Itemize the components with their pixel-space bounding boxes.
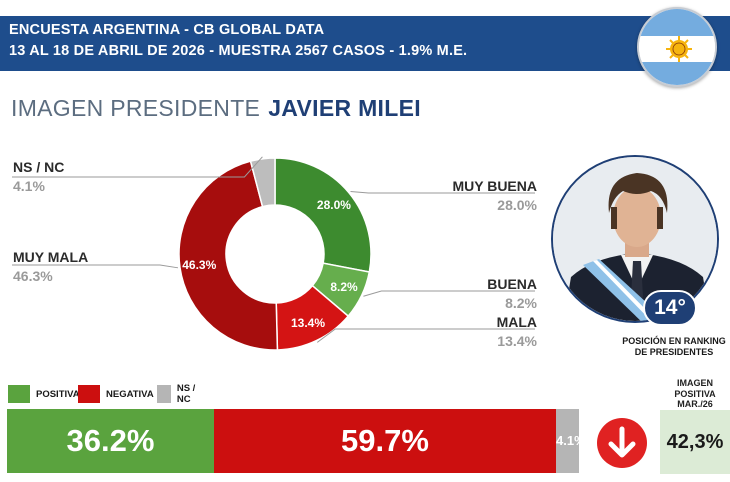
- down-arrow-icon: [597, 418, 647, 468]
- president-name: JAVIER MILEI: [268, 95, 421, 121]
- leader-line-muy-buena: [350, 191, 535, 194]
- previous-value: 42,3%: [660, 410, 730, 474]
- legend-label-ns-nc: NS / NC: [176, 383, 196, 405]
- category-value-ns-nc: 4.1%: [13, 178, 45, 194]
- legend-item-negativa: NEGATIVA: [78, 385, 154, 403]
- summary-bar-segment-negativa: 59.7%: [214, 409, 556, 473]
- previous-caption-line2: POSITIVA: [674, 388, 716, 399]
- ranking-caption-line1: POSICIÓN EN RANKING: [622, 336, 726, 346]
- legend-swatch-negativa: [78, 385, 100, 403]
- summary-bar-segment-positiva: 36.2%: [7, 409, 214, 473]
- summary-bar-label-positiva: 36.2%: [66, 423, 155, 458]
- header-subtitle: 13 AL 18 DE ABRIL DE 2026 - MUESTRA 2567…: [9, 43, 468, 59]
- donut-slice-muy-buena: [274, 157, 372, 273]
- category-label-muy-buena: MUY BUENA: [452, 178, 537, 194]
- previous-caption: IMAGEN POSITIVA MAR./26: [660, 378, 730, 410]
- summary-bar-label-negativa: 59.7%: [341, 423, 429, 458]
- legend-label-positiva: POSITIVA: [36, 388, 80, 400]
- legend-swatch-positiva: [8, 385, 30, 403]
- summary-bar-segment-ns-nc: 4.1%: [556, 409, 586, 473]
- leader-line-ns-nc: [12, 156, 263, 178]
- donut-value-label-muy-mala: 46.3%: [182, 258, 216, 272]
- donut-value-label-mala: 13.4%: [291, 316, 325, 330]
- header-title: ENCUESTA ARGENTINA - CB GLOBAL DATA: [9, 22, 325, 38]
- page-title: IMAGEN PRESIDENTE JAVIER MILEI: [11, 95, 421, 122]
- category-value-mala: 13.4%: [497, 333, 537, 349]
- donut-slice-ns-nc: [249, 157, 276, 208]
- category-value-muy-buena: 28.0%: [497, 197, 537, 213]
- previous-caption-line1: IMAGEN: [677, 378, 713, 388]
- legend-item-positiva: POSITIVA: [8, 385, 80, 403]
- header-band: ENCUESTA ARGENTINA - CB GLOBAL DATA 13 A…: [0, 16, 730, 71]
- category-label-ns-nc: NS / NC: [13, 159, 65, 175]
- ranking-caption-line2: DE PRESIDENTES: [634, 347, 714, 357]
- leader-line-mala: [316, 328, 535, 343]
- category-value-muy-mala: 46.3%: [13, 268, 53, 284]
- donut-value-label-buena: 8.2%: [330, 280, 358, 294]
- previous-caption-line3: MAR./26: [677, 399, 713, 409]
- leader-line-buena: [363, 290, 535, 297]
- title-prefix: IMAGEN PRESIDENTE: [11, 95, 261, 121]
- ranking-caption: POSICIÓN EN RANKING DE PRESIDENTES: [618, 336, 730, 358]
- leader-line-muy-mala: [12, 264, 179, 269]
- summary-bar-label-ns-nc: 4.1%: [556, 433, 586, 448]
- category-label-muy-mala: MUY MALA: [13, 249, 89, 265]
- donut-slice-muy-mala: [178, 160, 279, 351]
- legend-label-negativa: NEGATIVA: [106, 388, 154, 400]
- category-value-buena: 8.2%: [505, 295, 537, 311]
- ranking-badge: 14°: [643, 290, 697, 326]
- category-label-buena: BUENA: [487, 276, 537, 292]
- legend-swatch-ns-nc: [157, 385, 171, 403]
- donut-value-label-muy-buena: 28.0%: [317, 198, 351, 212]
- legend-item-ns-nc: NS / NC: [157, 383, 199, 405]
- argentina-flag-icon: [637, 7, 717, 87]
- category-label-mala: MALA: [496, 314, 537, 330]
